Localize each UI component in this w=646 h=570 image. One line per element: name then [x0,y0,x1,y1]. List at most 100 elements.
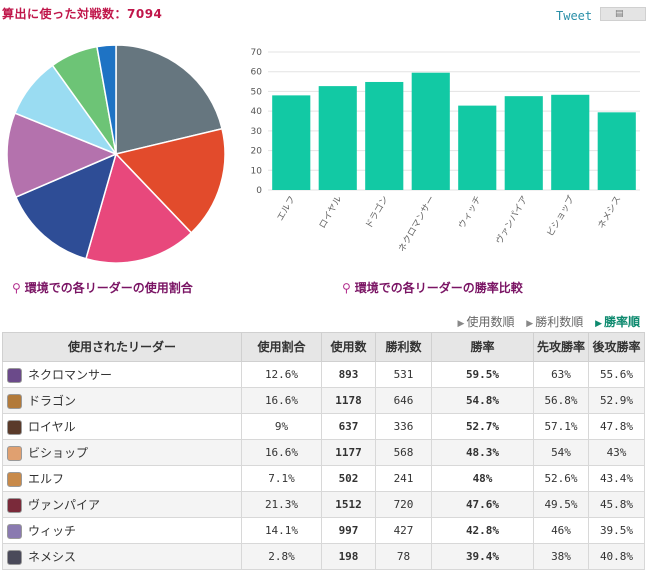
bar[interactable] [551,94,590,190]
y-tick-label: 70 [251,48,263,58]
sort-by-wins[interactable]: ▶ 勝利数順 [526,315,583,329]
leader-name: ヴァンパイア [28,498,101,512]
rate-cell: 42.8% [431,517,534,544]
pie-slice[interactable] [115,44,223,155]
bar-chart-caption: ⚲ 環境での各リーダーの勝率比較 [342,279,523,296]
column-header-rate[interactable]: 勝率 [431,332,534,362]
first-rate-cell: 63% [533,361,589,388]
bar-caption-text: 環境での各リーダーの勝率比較 [354,281,523,295]
second-rate-cell: 45.8% [588,491,645,518]
pie-chart-caption: ⚲ 環境での各リーダーの使用割合 [12,279,193,296]
pie-slice[interactable] [96,44,117,155]
wins-cell: 241 [375,465,432,492]
second-rate-cell: 39.5% [588,517,645,544]
leader-name: ネクロマンサー [28,368,113,382]
leader-name: ドラゴン [28,394,77,408]
bar[interactable] [318,86,357,190]
leader-avatar-icon [7,550,22,565]
leader-name: ネメシス [28,550,77,564]
x-tick-label: ネメシス [596,194,624,231]
uses-cell: 637 [321,413,376,440]
rate-cell: 54.8% [431,387,534,414]
pie-slice[interactable] [14,152,118,260]
bar[interactable] [365,81,404,190]
map-pin-icon: ⚲ [12,281,21,295]
triangle-right-icon: ▶ [595,319,602,329]
leader-avatar-icon [7,394,22,409]
leader-cell: ウィッチ [2,517,242,544]
rate-cell: 52.7% [431,413,534,440]
leader-avatar-icon [7,420,22,435]
rate-cell: 59.5% [431,361,534,388]
wins-cell: 720 [375,491,432,518]
share-cell: 14.1% [241,517,322,544]
uses-cell: 997 [321,517,376,544]
leader-avatar-icon [7,368,22,383]
leader-cell: ネメシス [2,543,242,570]
winrate-bar-chart: 0 10 20 30 40 50 60 70 エルフ ロイヤル ドラゴン ネクロマンサー ウィッチ ヴァン… [251,48,640,254]
column-header-first[interactable]: 先攻勝率 [533,332,589,362]
share-cell: 7.1% [241,465,322,492]
table-header-row: 使用されたリーダー 使用割合 使用数 勝利数 勝率 先攻勝率 後攻勝率 [2,332,645,362]
leader-name: ロイヤル [28,420,76,434]
sort-by-uses[interactable]: ▶ 使用数順 [458,315,515,329]
wins-cell: 336 [375,413,432,440]
column-header-second[interactable]: 後攻勝率 [588,332,645,362]
y-tick-label: 30 [251,127,263,137]
x-tick-label: ヴァンパイア [493,194,530,247]
pie-slice[interactable] [114,127,226,234]
wins-cell: 568 [375,439,432,466]
column-header-share[interactable]: 使用割合 [241,332,322,362]
leader-avatar-icon [7,524,22,539]
uses-cell: 1178 [321,387,376,414]
leader-avatar-icon [7,498,22,513]
document-icon: ▤ [615,9,624,19]
leader-avatar-icon [7,472,22,487]
page-title: 算出に使った対戦数：7094 [2,7,163,21]
share-cell: 16.6% [241,439,322,466]
leader-stats-table: 使用されたリーダー 使用割合 使用数 勝利数 勝率 先攻勝率 後攻勝率 ネクロマ… [2,332,645,570]
leader-cell: エルフ [2,465,242,492]
wins-cell: 427 [375,517,432,544]
second-rate-cell: 43% [588,439,645,466]
uses-cell: 1177 [321,439,376,466]
map-pin-icon: ⚲ [342,281,351,295]
table-row: ウィッチ 14.1% 997 427 42.8% 46% 39.5% [2,517,645,544]
y-tick-label: 50 [251,87,263,97]
pie-slice[interactable] [85,152,193,264]
table-row: ネメシス 2.8% 198 78 39.4% 38% 40.8% [2,543,645,570]
column-header-uses[interactable]: 使用数 [321,332,376,362]
first-rate-cell: 57.1% [533,413,589,440]
bar[interactable] [504,96,543,190]
sort-label: 使用数順 [466,315,515,329]
column-header-leader[interactable]: 使用されたリーダー [2,332,242,362]
wins-cell: 78 [375,543,432,570]
bar[interactable] [458,105,497,190]
table-row: ビショップ 16.6% 1177 568 48.3% 54% 43% [2,439,645,466]
bar[interactable] [272,95,311,190]
rate-cell: 47.6% [431,491,534,518]
share-cell: 16.6% [241,387,322,414]
pie-slice[interactable] [6,112,118,199]
share-button[interactable]: ▤ [600,7,646,21]
x-tick-label: ウィッチ [456,194,484,231]
share-cell: 9% [241,413,322,440]
leader-cell: ドラゴン [2,387,242,414]
column-header-wins[interactable]: 勝利数 [375,332,432,362]
first-rate-cell: 49.5% [533,491,589,518]
wins-cell: 531 [375,361,432,388]
tweet-link[interactable]: Tweet [556,9,593,23]
bar[interactable] [597,112,636,190]
share-cell: 21.3% [241,491,322,518]
second-rate-cell: 40.8% [588,543,645,570]
x-tick-label: ドラゴン [362,194,390,231]
y-tick-label: 40 [251,107,263,117]
leader-cell: ビショップ [2,439,242,466]
table-row: ドラゴン 16.6% 1178 646 54.8% 56.8% 52.9% [2,387,645,414]
sort-by-winrate[interactable]: ▶ 勝率順 [595,315,640,329]
table-row: エルフ 7.1% 502 241 48% 52.6% 43.4% [2,465,645,492]
second-rate-cell: 55.6% [588,361,645,388]
pie-caption-text: 環境での各リーダーの使用割合 [24,281,193,295]
bar[interactable] [411,72,450,190]
rate-cell: 48.3% [431,439,534,466]
